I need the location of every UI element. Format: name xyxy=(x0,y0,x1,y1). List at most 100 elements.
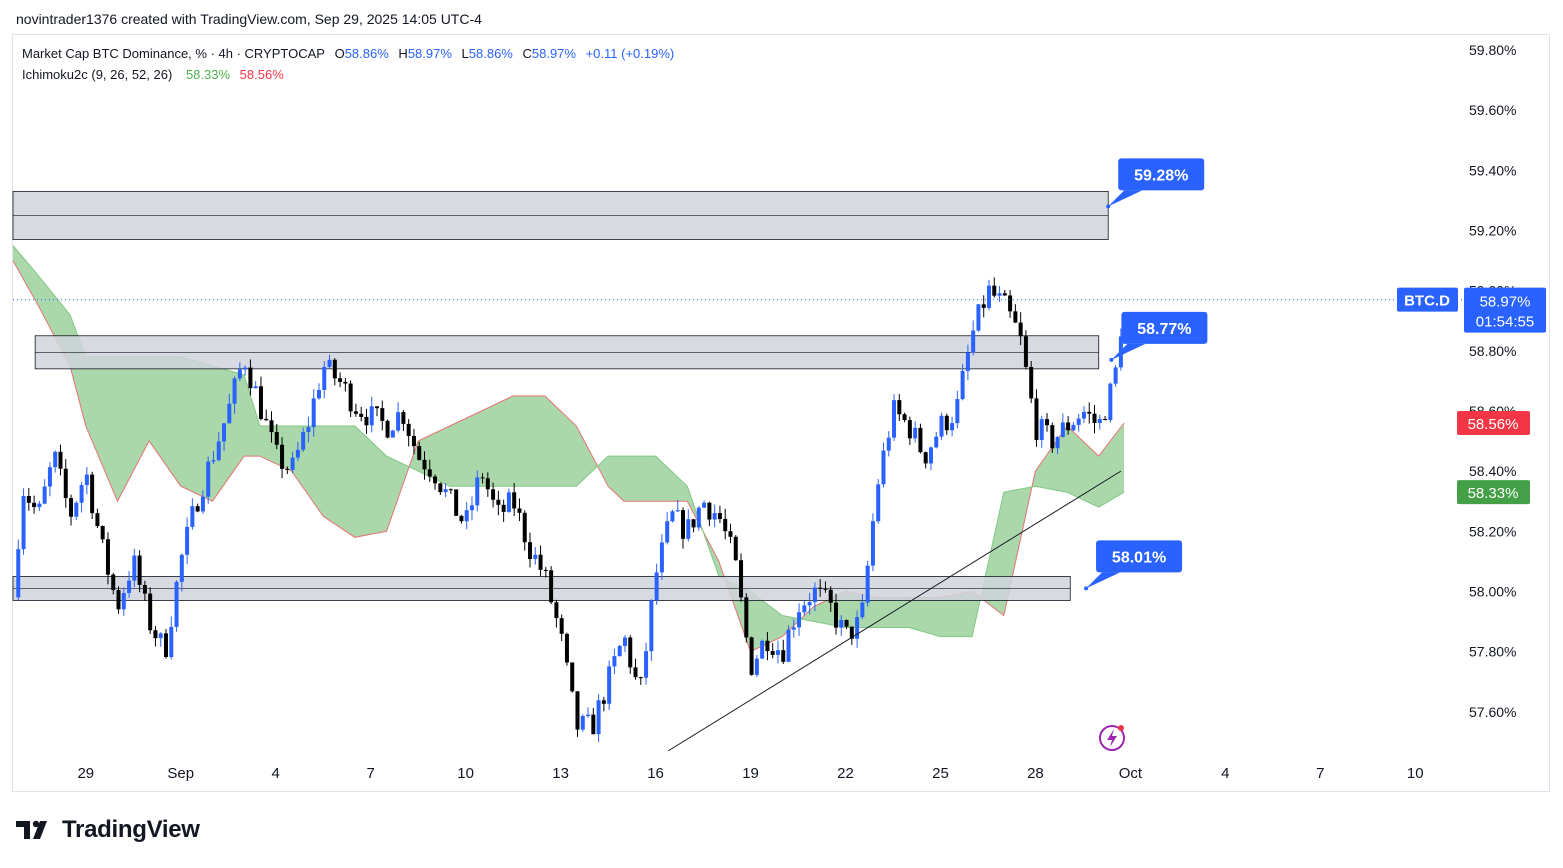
drawing-lines[interactable] xyxy=(13,299,1466,752)
symbol-tag-box xyxy=(1397,287,1458,312)
candle-body xyxy=(881,450,886,485)
candle-body xyxy=(892,400,897,438)
tradingview-logo[interactable]: TradingView xyxy=(16,816,200,844)
candle-body xyxy=(913,427,918,439)
candle-body xyxy=(185,526,190,555)
candle-body xyxy=(158,633,163,639)
candle-body xyxy=(280,444,285,469)
candle-body xyxy=(564,633,569,663)
candle-body xyxy=(617,645,622,657)
candle-body xyxy=(997,293,1002,296)
bar-countdown-label: 01:54:55 xyxy=(1476,314,1534,331)
candle-body xyxy=(517,508,522,513)
candle-body xyxy=(696,507,701,528)
candle-body xyxy=(728,531,733,537)
high-label: H xyxy=(398,46,408,61)
callout-box xyxy=(1096,540,1183,573)
candle-body xyxy=(960,370,965,400)
candle-body xyxy=(1002,293,1007,296)
candle-body xyxy=(1023,336,1028,367)
x-tick-label: 10 xyxy=(1407,765,1424,782)
x-tick-label: 4 xyxy=(272,765,280,782)
last-price-tag-box xyxy=(1464,287,1546,333)
candle-body xyxy=(348,383,353,412)
candle-body xyxy=(834,602,839,628)
y-tick-label: 59.20% xyxy=(1469,222,1516,238)
candle-body xyxy=(1081,411,1086,419)
candle-body xyxy=(37,503,42,508)
candle-body xyxy=(338,378,343,382)
candle-body xyxy=(153,630,158,639)
candle-body xyxy=(369,406,374,426)
candle-body xyxy=(311,398,316,428)
candle-body xyxy=(427,469,432,477)
low-label: L xyxy=(461,46,469,61)
candle-body xyxy=(965,352,970,371)
x-tick-label: 10 xyxy=(457,765,474,782)
chart-frame xyxy=(12,34,1550,792)
alert-lightning-icon xyxy=(1099,725,1125,751)
candle-body xyxy=(839,619,844,628)
candle-body xyxy=(232,378,237,404)
symbol-legend[interactable]: Market Cap BTC Dominance, % · 4h · CRYPT… xyxy=(22,46,674,61)
price-callout: 58.01% xyxy=(1084,540,1183,591)
candle-body xyxy=(570,662,575,692)
indicator-title: Ichimoku2c (9, 26, 52, 26) xyxy=(22,67,173,82)
candle-body xyxy=(686,519,691,539)
candle-body xyxy=(775,650,780,655)
y-tick-label: 59.60% xyxy=(1469,102,1516,118)
candle-body xyxy=(327,359,332,367)
candle-body xyxy=(770,651,775,655)
candle-body xyxy=(870,521,875,566)
candle-body xyxy=(47,467,52,487)
candle-body xyxy=(32,502,37,508)
candle-body xyxy=(179,554,184,582)
candle-body xyxy=(364,416,369,426)
candle-body xyxy=(971,330,976,353)
candle-body xyxy=(675,510,680,512)
candle-body xyxy=(733,536,738,561)
candle-body xyxy=(549,570,554,603)
candle-body xyxy=(501,504,506,512)
x-tick-label: 16 xyxy=(647,765,664,782)
indicator-legend[interactable]: Ichimoku2c (9, 26, 52, 26) 58.33% 58.56% xyxy=(22,67,284,82)
x-tick-label: 22 xyxy=(837,765,854,782)
candle-body xyxy=(222,423,227,442)
y-tick-label: 58.00% xyxy=(1469,583,1516,599)
candle-body xyxy=(105,539,110,575)
span-b-tag-label: 58.56% xyxy=(1468,416,1519,433)
x-tick-label: 29 xyxy=(77,765,94,782)
price-callouts[interactable]: 59.28% 58.77% 58.01% xyxy=(1084,158,1208,591)
candle-body xyxy=(923,452,928,464)
x-tick-label: 13 xyxy=(552,765,569,782)
candle-body xyxy=(638,677,643,679)
indicator-span-b-value: 58.56% xyxy=(239,67,284,82)
candle-body xyxy=(944,415,949,431)
candle-body xyxy=(100,526,105,540)
candle-body xyxy=(976,304,981,331)
candle-body xyxy=(21,496,26,550)
candle-body xyxy=(332,359,337,379)
callout-label: 58.01% xyxy=(1112,549,1166,566)
candle-body xyxy=(243,367,248,370)
candle-body xyxy=(485,478,490,490)
low-value: 58.86% xyxy=(468,46,513,61)
candle-body xyxy=(702,502,707,508)
symbol-title: Market Cap BTC Dominance, % · 4h · CRYPT… xyxy=(22,46,325,61)
candle-body xyxy=(607,666,612,704)
candle-body xyxy=(992,285,997,296)
candle-body xyxy=(781,650,786,662)
candle-body xyxy=(200,496,205,512)
last-price-label: 58.97% xyxy=(1480,294,1531,311)
candle-body xyxy=(1039,419,1044,440)
tradingview-brand-name: TradingView xyxy=(62,816,200,843)
candle-body xyxy=(163,633,168,658)
candle-body xyxy=(227,403,232,424)
callout-box xyxy=(1118,158,1205,191)
candle-body xyxy=(1108,383,1113,421)
candle-body xyxy=(216,441,221,461)
candle-body xyxy=(443,489,448,493)
horizontal-zones[interactable] xyxy=(12,190,1109,601)
span-a-tag-label: 58.33% xyxy=(1468,485,1519,502)
